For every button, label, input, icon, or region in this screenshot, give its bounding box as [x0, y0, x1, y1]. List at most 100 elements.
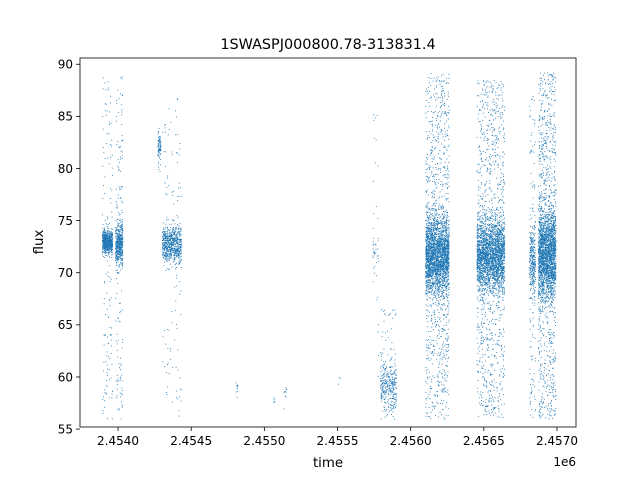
data-point [115, 256, 117, 258]
data-point [448, 252, 450, 254]
data-point [445, 391, 447, 393]
data-point [433, 243, 435, 245]
data-point [425, 264, 427, 266]
data-point [178, 251, 180, 253]
data-point [120, 245, 122, 247]
data-point [159, 138, 161, 140]
data-point [106, 233, 108, 235]
data-point [163, 264, 165, 266]
data-point [120, 241, 122, 243]
data-point [443, 375, 445, 377]
data-point [236, 385, 237, 387]
data-point [116, 388, 118, 390]
data-point [432, 254, 433, 256]
data-point [339, 378, 341, 380]
data-point [388, 376, 390, 378]
data-point [168, 240, 170, 242]
data-point [425, 292, 427, 294]
data-point [388, 380, 390, 382]
data-point [117, 111, 119, 113]
data-point [428, 280, 430, 282]
data-point [447, 241, 449, 243]
data-point [176, 233, 178, 235]
data-point [446, 263, 448, 265]
data-point [427, 254, 429, 256]
data-point [427, 376, 428, 378]
data-point [427, 280, 429, 282]
data-point [425, 227, 427, 229]
data-point [432, 240, 434, 242]
data-point [425, 294, 427, 296]
data-point [104, 176, 106, 178]
data-point [171, 243, 173, 245]
data-point [177, 255, 179, 256]
data-point [428, 215, 430, 217]
data-point [395, 388, 397, 389]
data-point [442, 261, 444, 263]
data-point [116, 245, 118, 247]
data-point [436, 260, 438, 261]
data-point [176, 267, 178, 268]
data-point [384, 398, 386, 400]
data-point [426, 254, 427, 256]
data-point [167, 255, 169, 257]
data-point [434, 310, 435, 312]
data-point [110, 202, 112, 204]
data-point [172, 220, 174, 222]
data-point [166, 393, 168, 395]
data-point [429, 240, 431, 242]
data-point [121, 394, 123, 396]
data-point [429, 282, 431, 284]
data-point [429, 222, 431, 224]
data-point [175, 239, 177, 241]
data-point [442, 252, 444, 254]
data-point [430, 272, 432, 274]
data-point [108, 250, 109, 252]
data-point [118, 247, 120, 249]
data-point [381, 389, 383, 391]
data-point [428, 250, 430, 252]
data-point [430, 238, 432, 240]
data-point [427, 223, 429, 225]
data-point [120, 252, 122, 254]
data-point [167, 253, 169, 255]
data-point [108, 248, 110, 250]
data-point [118, 245, 120, 247]
data-point [443, 266, 445, 268]
data-point [429, 254, 431, 256]
data-point [174, 223, 176, 225]
data-point [110, 245, 112, 247]
data-point [448, 235, 450, 237]
data-point [439, 285, 441, 287]
data-point [165, 246, 167, 247]
data-point [177, 254, 179, 256]
data-point [119, 242, 120, 244]
data-point [168, 184, 170, 186]
data-point [429, 209, 431, 211]
data-point [428, 261, 430, 263]
data-point [435, 244, 437, 246]
data-point [439, 280, 441, 282]
data-point [435, 264, 437, 266]
data-point [102, 165, 104, 167]
data-point [436, 264, 438, 266]
data-point [382, 373, 384, 375]
data-point [436, 241, 438, 243]
data-point [109, 397, 111, 399]
data-point [432, 282, 434, 284]
data-point [443, 259, 445, 260]
data-point [433, 230, 435, 232]
data-point [385, 381, 387, 383]
data-point [442, 256, 444, 258]
data-point [162, 236, 164, 238]
data-point [111, 327, 113, 329]
data-point [381, 331, 383, 333]
data-point [120, 243, 122, 245]
data-point [377, 258, 379, 259]
data-point [434, 250, 436, 252]
data-point [432, 254, 434, 256]
data-point [118, 250, 120, 252]
data-point [393, 380, 395, 382]
data-point [115, 243, 117, 245]
data-point [107, 238, 109, 240]
